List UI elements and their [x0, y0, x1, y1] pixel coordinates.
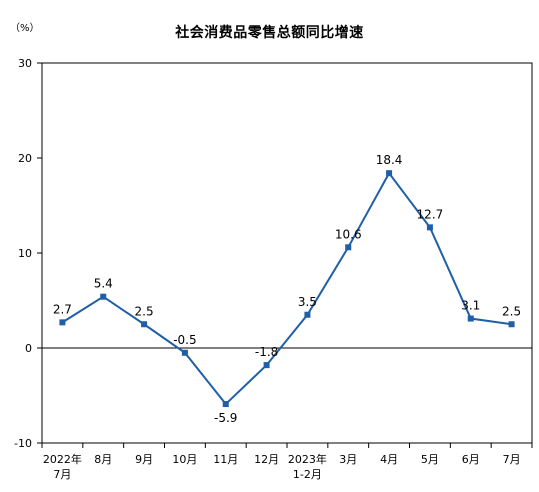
data-label: 12.7	[417, 207, 444, 221]
x-tick-label: 5月	[421, 453, 439, 466]
y-tick-label: 30	[18, 57, 32, 70]
data-label: 3.1	[461, 299, 480, 313]
data-point-marker	[508, 321, 515, 328]
data-label: -0.5	[173, 333, 196, 347]
data-point-marker	[263, 362, 270, 369]
x-tick-label: 3月	[339, 453, 357, 466]
x-tick-label: 12月	[254, 453, 279, 466]
x-tick-label: 9月	[135, 453, 153, 466]
data-label: -1.8	[255, 345, 278, 359]
x-tick-label: 6月	[462, 453, 480, 466]
plot-area-frame	[41, 62, 533, 444]
data-point-marker	[426, 224, 433, 231]
y-tick-label: 20	[18, 152, 32, 165]
data-label: -5.9	[214, 411, 237, 425]
data-point-marker	[222, 401, 229, 408]
data-point-marker	[141, 321, 148, 328]
series-markers	[59, 170, 515, 408]
data-label: 3.5	[298, 295, 317, 309]
data-labels: 2.7 5.4 2.5 -0.5 -5.9 -1.8 3.5 10.6 18.4 12.7 3.1 2…	[53, 153, 521, 425]
x-tick-label-line2: 1-2月	[293, 468, 322, 481]
y-unit-label: （%）	[10, 23, 40, 34]
data-point-marker	[181, 349, 188, 356]
data-point-marker	[100, 293, 107, 300]
x-tick-label: 10月	[172, 453, 197, 466]
data-label: 5.4	[94, 277, 113, 291]
x-tick-label: 7月	[503, 453, 521, 466]
chart-title: 社会消费品零售总额同比增速	[175, 25, 364, 41]
x-tick-label: 4月	[380, 453, 398, 466]
data-point-marker	[304, 311, 311, 318]
data-label: 2.5	[502, 304, 521, 318]
x-tick-label-line2: 7月	[53, 468, 71, 481]
data-point-marker	[386, 170, 393, 177]
data-label: 2.7	[53, 302, 72, 316]
x-tick-label: 2023年	[288, 452, 327, 466]
data-label: 18.4	[376, 153, 403, 167]
data-label: 2.5	[135, 304, 154, 318]
data-point-marker	[345, 244, 352, 251]
x-tick-label: 11月	[213, 453, 238, 466]
x-tick-label: 2022年	[43, 452, 82, 466]
x-axis: 2022年 7月 8月 9月 10月 11月 12月 2023年 1-2月 3月 4月 5月 6月 7月	[41, 443, 533, 481]
data-point-marker	[467, 315, 474, 322]
y-tick-label: -10	[14, 437, 32, 450]
data-label: 10.6	[335, 227, 362, 241]
series-line	[61, 171, 512, 406]
y-axis: -10 0 10 20 30	[14, 57, 42, 450]
data-point-marker	[59, 319, 66, 326]
y-tick-label: 0	[25, 342, 32, 355]
y-tick-label: 10	[18, 247, 32, 260]
x-tick-label: 8月	[94, 453, 112, 466]
